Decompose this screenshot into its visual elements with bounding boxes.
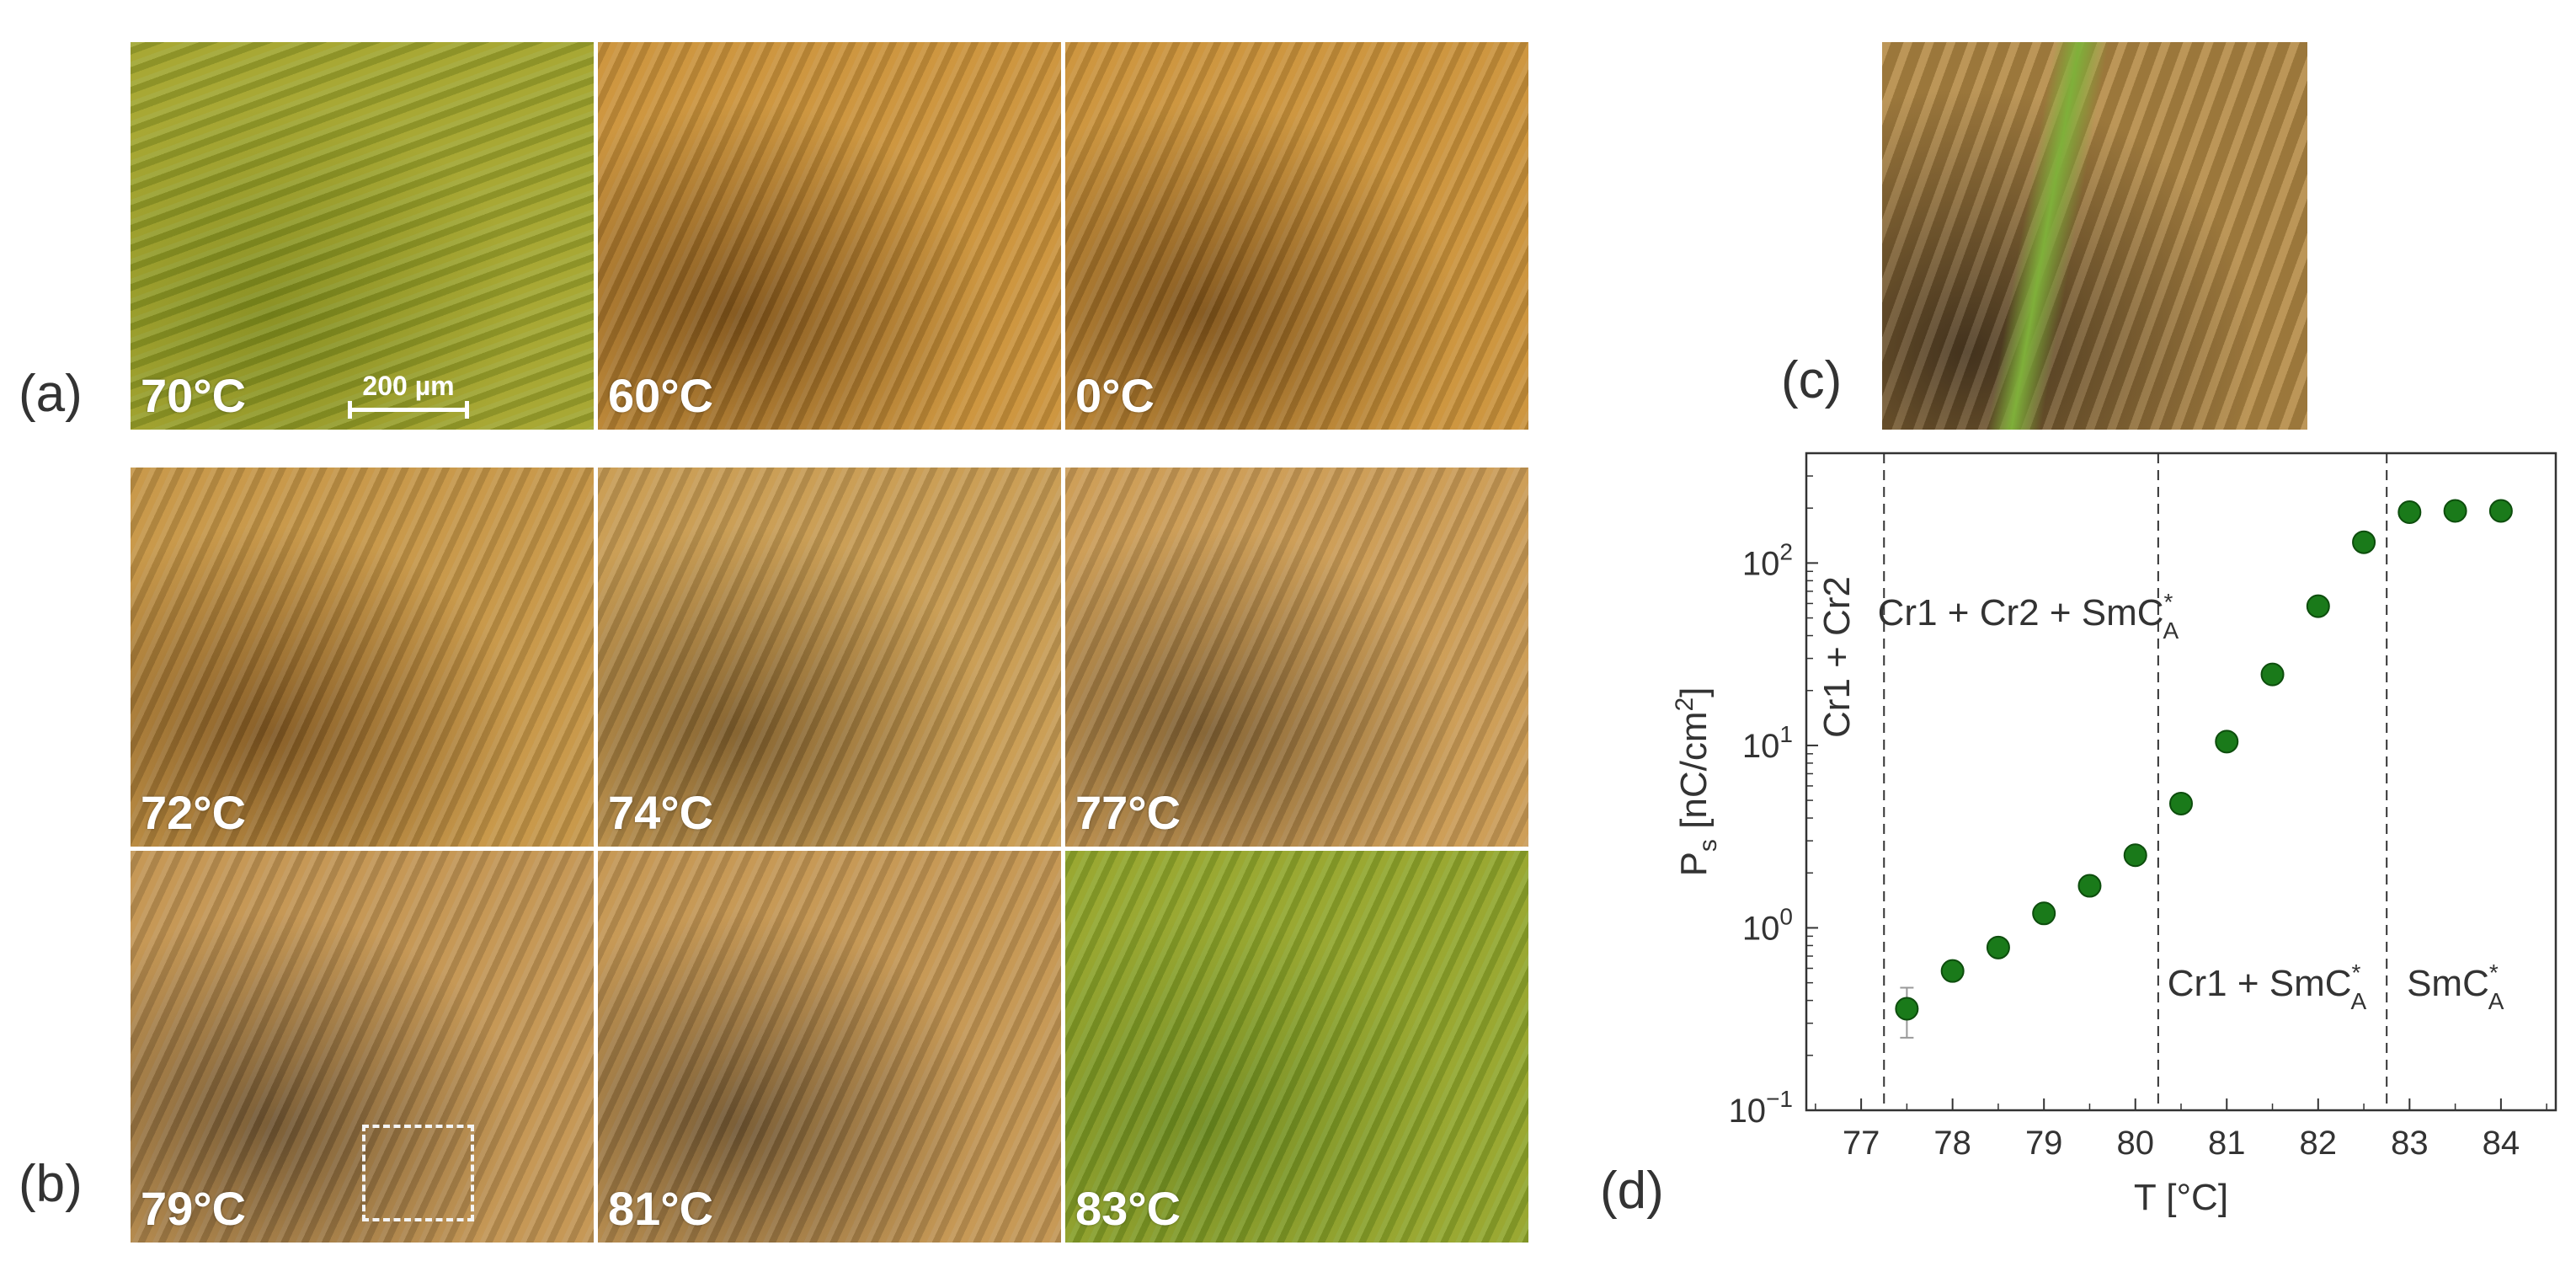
temperature-label: 79°C [141,1182,247,1235]
micrograph-tile: 81°C [598,851,1061,1243]
x-tick-label: 80 [2116,1125,2154,1162]
temperature-label: 77°C [1075,786,1181,839]
x-tick-label: 78 [1933,1125,1971,1162]
data-point [2352,530,2376,554]
x-axis-title: T [°C] [2134,1177,2228,1218]
x-tick-label: 77 [1843,1125,1880,1162]
micrograph-tile: 60°C [598,42,1061,430]
panel-label-d: (d) [1600,1162,1664,1220]
data-point [2123,843,2147,868]
y-tick-label: 101 [1742,721,1793,765]
data-point [2169,791,2193,815]
temperature-label: 60°C [608,369,714,422]
temperature-label: 83°C [1075,1182,1181,1235]
plot-frame [1805,452,2557,1112]
panel-label-c: (c) [1781,351,1843,409]
y-axis-title: Ps [nC/cm2] [1671,687,1722,877]
y-tick-label: 100 [1742,903,1793,947]
panel-label-a: (a) [19,365,83,423]
data-point [2032,901,2056,926]
temperature-label: 0°C [1075,369,1155,422]
data-point [2443,499,2467,523]
temperature-label: 74°C [608,786,714,839]
temperature-label: 81°C [608,1182,714,1235]
zoom-micrograph [1882,42,2307,430]
phase-label-cr1-smca: Cr1 + SmC* A [2168,959,2367,1014]
temperature-label: 72°C [141,786,247,839]
data-point [1940,959,1965,983]
micrograph-tile: 77°C [1065,468,1528,847]
data-point [2488,499,2513,523]
panel-label-b: (b) [19,1155,83,1213]
scale-bar: 200 µm [341,371,476,419]
x-tick-label: 84 [2483,1125,2520,1162]
scale-bar-line [348,401,469,419]
data-point [2306,594,2330,618]
micrograph-tile: 70°C [131,42,594,430]
x-tick-label: 82 [2300,1125,2338,1162]
micrograph-tile: 83°C [1065,851,1528,1243]
x-tick-label: 81 [2208,1125,2246,1162]
y-tick-label: 10−1 [1729,1086,1793,1130]
data-point [2397,500,2422,525]
data-point [2077,874,2102,898]
x-tick-label: 83 [2391,1125,2429,1162]
x-tick-label: 79 [2025,1125,2063,1162]
micrograph-tile: 72°C [131,468,594,847]
y-tick-label: 102 [1742,538,1793,582]
phase-label-smca: SmC* A [2407,959,2504,1014]
data-point [1895,997,1919,1021]
zoom-region-marker [362,1125,474,1221]
scale-bar-label: 200 µm [362,371,455,401]
temperature-label: 70°C [141,369,247,422]
phase-label-cr1-cr2: Cr1 + Cr2 [1816,576,1858,738]
data-point [2215,730,2239,754]
micrograph-tile: 0°C [1065,42,1528,430]
phase-label-cr1-cr2-smca: Cr1 + Cr2 + SmC* A [1878,589,2179,644]
data-point [2260,662,2285,687]
micrograph-tile: 74°C [598,468,1061,847]
data-point [1986,935,2010,959]
polarization-chart: 77 78 79 80 81 82 83 84 10−1 100 101 102 T [°C] Ps [n… [1671,452,2557,1218]
